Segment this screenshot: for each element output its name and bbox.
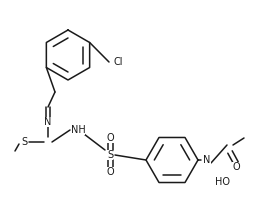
Text: O: O	[106, 133, 114, 143]
Text: O: O	[232, 162, 240, 172]
Text: O: O	[106, 167, 114, 177]
Text: N: N	[44, 117, 52, 127]
Text: S: S	[21, 137, 27, 147]
Text: N: N	[203, 155, 211, 165]
Text: NH: NH	[71, 125, 85, 135]
Text: S: S	[107, 150, 113, 160]
Text: HO: HO	[214, 177, 230, 187]
Text: Cl: Cl	[113, 57, 122, 67]
